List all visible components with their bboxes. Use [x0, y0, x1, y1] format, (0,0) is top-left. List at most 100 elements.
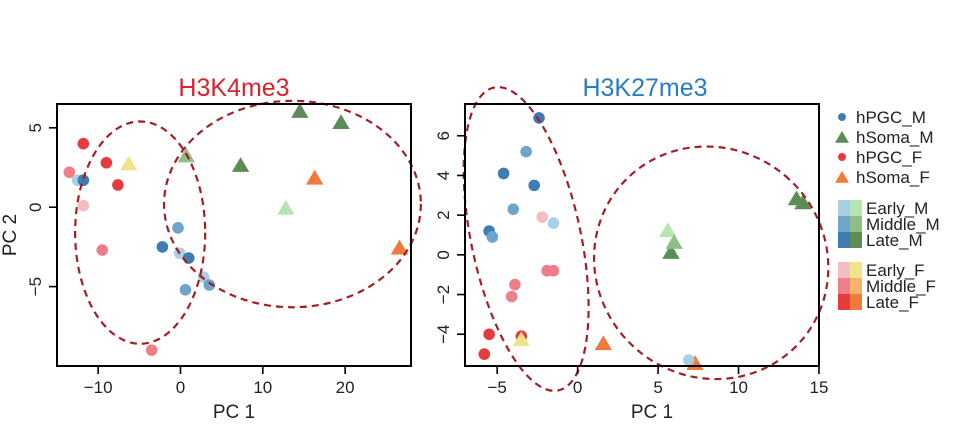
- h3k27me3-point-4-hpgc-m: [507, 203, 520, 215]
- legend-label-hpgc-f: hPGC_F: [856, 148, 922, 167]
- h3k4me3-point-23-hsoma-f: [390, 239, 409, 255]
- h3k27me3-marks: [462, 86, 830, 392]
- h3k4me3-point-20-hsoma-m: [332, 114, 350, 130]
- h3k4me3-point-19-hsoma-m: [291, 103, 309, 118]
- legend-label-hsoma-f: hSoma_F: [856, 168, 930, 187]
- h3k27me3-point-10-hpgc-f: [547, 264, 560, 277]
- h3k4me3-title: H3K4me3: [178, 74, 289, 102]
- legend-symbol-hpgc-m: [838, 113, 846, 121]
- h3k27me3-axes: −5 0 5 10 15 −4 −2 0 2 4 6: [434, 131, 828, 397]
- h3k27me3-x-axis-label: PC 1: [631, 402, 673, 423]
- h3k4me3-cluster-ellipse-1: [162, 99, 422, 309]
- h3k27me3-point-16-hsoma-f: [512, 331, 531, 347]
- legend: hPGC_MhSoma_MhPGC_FhSoma_FEarly_MMiddle_…: [835, 108, 940, 312]
- h3k27me3-y-tick-label-3: 2: [434, 210, 453, 219]
- h3k27me3-cluster-ellipse-0: [462, 86, 590, 392]
- h3k4me3-point-21-hsoma-m: [277, 199, 295, 215]
- h3k27me3-y-tick-label-2: 0: [434, 250, 453, 259]
- legend-swatch-middle-m-0: [838, 216, 850, 232]
- h3k4me3-plot-frame: [56, 103, 412, 367]
- h3k27me3-point-3-hpgc-m: [528, 179, 540, 192]
- h3k27me3-point-22-hsoma-f: [594, 335, 613, 351]
- h3k4me3-marks: [63, 99, 422, 356]
- h3k4me3-point-2-hpgc-f: [112, 179, 124, 191]
- h3k4me3-point-3-hpgc-f: [63, 166, 76, 179]
- h3k27me3-x-tick-label-2: 5: [653, 378, 662, 397]
- h3k4me3-point-6-hpgc-f: [77, 199, 90, 212]
- h3k4me3-x-tick-label-0: −10: [84, 378, 113, 397]
- h3k4me3-point-7-hpgc-f: [96, 244, 109, 256]
- legend-label-middle-m: Middle_M: [866, 215, 940, 234]
- legend-swatch-late-f-1: [850, 294, 862, 310]
- legend-swatch-early-f-0: [838, 262, 850, 278]
- legend-label-hpgc-m: hPGC_M: [856, 108, 926, 127]
- h3k27me3-point-11-hpgc-f: [509, 278, 521, 291]
- h3k27me3-point-19-hsoma-m: [665, 234, 683, 249]
- h3k4me3-point-18-hsoma-m: [231, 157, 250, 172]
- legend-swatch-early-m-0: [838, 200, 850, 216]
- h3k27me3-point-2-hpgc-m: [497, 167, 510, 180]
- legend-symbol-hsoma-m: [835, 130, 849, 143]
- h3k4me3-y-tick-label-2: 5: [26, 123, 45, 132]
- h3k27me3-x-tick-label-1: 0: [573, 378, 582, 397]
- h3k4me3-point-16-hsoma-f: [119, 155, 138, 171]
- h3k4me3-point-10-hpgc-m: [156, 241, 169, 253]
- h3k27me3-y-tick-label-1: −2: [434, 285, 453, 304]
- legend-label-hsoma-m: hSoma_M: [856, 128, 933, 147]
- legend-swatch-middle-f-0: [838, 278, 850, 294]
- h3k4me3-x-tick-label-1: 0: [176, 378, 185, 397]
- h3k4me3-point-15-hpgc-m: [203, 279, 216, 291]
- h3k27me3-x-tick-label-3: 10: [729, 378, 748, 397]
- h3k27me3-point-5-hpgc-f: [536, 211, 549, 223]
- h3k27me3-point-15-hpgc-f: [478, 348, 491, 360]
- h3k4me3-point-14-hpgc-m: [179, 283, 192, 296]
- h3k4me3-point-5-hpgc-m: [77, 174, 90, 187]
- h3k4me3-point-12-hpgc-m: [182, 252, 195, 264]
- h3k27me3-y-tick-label-4: 4: [434, 171, 453, 180]
- legend-swatch-early-f-1: [850, 262, 862, 278]
- legend-label-middle-f: Middle_F: [866, 277, 936, 296]
- h3k27me3-title: H3K27me3: [582, 74, 707, 102]
- legend-swatch-late-m-0: [838, 232, 850, 248]
- legend-label-late-m: Late_M: [866, 231, 923, 250]
- h3k4me3-point-0-hpgc-f: [77, 137, 90, 150]
- h3k27me3-plot-frame: [464, 103, 820, 367]
- h3k27me3-x-tick-label-0: −5: [487, 378, 506, 397]
- h3k4me3-x-tick-label-3: 20: [336, 378, 355, 397]
- h3k4me3-cluster-ellipse-0: [74, 120, 207, 345]
- legend-swatch-late-f-0: [838, 294, 850, 310]
- h3k4me3-point-8-hpgc-f: [145, 344, 158, 356]
- h3k27me3-point-0-hpgc-m: [533, 112, 545, 124]
- h3k27me3-point-6-hpgc-m: [547, 217, 560, 229]
- h3k4me3-axes: −10 0 10 20 −5 0 5: [26, 123, 355, 397]
- legend-label-late-f: Late_F: [866, 293, 919, 312]
- h3k27me3-point-18-hsoma-m: [662, 244, 680, 259]
- legend-symbol-hpgc-f: [838, 153, 846, 161]
- h3k27me3-y-tick-label-0: −4: [434, 325, 453, 344]
- legend-swatch-late-m-1: [850, 232, 862, 248]
- h3k27me3-point-24-hpgc-m: [682, 354, 695, 366]
- h3k4me3-y-tick-label-1: 0: [26, 202, 45, 211]
- h3k27me3-y-tick-label-5: 6: [434, 131, 453, 140]
- h3k27me3-point-12-hpgc-f: [505, 290, 518, 303]
- h3k27me3-cluster-ellipse-1: [592, 145, 830, 381]
- h3k27me3-point-17-hsoma-m: [659, 222, 677, 238]
- h3k4me3-x-axis-label: PC 1: [213, 402, 255, 423]
- legend-symbol-hsoma-f: [835, 170, 849, 183]
- h3k27me3-point-13-hpgc-f: [483, 328, 495, 341]
- legend-swatch-early-m-1: [850, 200, 862, 216]
- h3k4me3-point-1-hpgc-f: [100, 156, 113, 169]
- h3k27me3-point-1-hpgc-m: [520, 145, 532, 158]
- h3k4me3-x-tick-label-2: 10: [253, 378, 272, 397]
- legend-label-early-f: Early_F: [866, 261, 925, 280]
- h3k4me3-y-axis-label: PC 2: [0, 214, 21, 256]
- legend-swatch-middle-f-1: [850, 278, 862, 294]
- h3k27me3-point-21-hsoma-m: [794, 194, 812, 210]
- h3k27me3-point-8-hpgc-m: [486, 231, 499, 243]
- legend-swatch-middle-m-1: [850, 216, 862, 232]
- h3k4me3-point-9-hpgc-m: [172, 222, 184, 234]
- panel-h3k27me3: −5 0 5 10 15 −4 −2 0 2 4 6 H3K27me3 PC 1: [434, 74, 830, 423]
- panel-h3k4me3: −10 0 10 20 −5 0 5 H3K4me3 PC 1 PC 2: [0, 74, 422, 423]
- legend-label-early-m: Early_M: [866, 199, 928, 218]
